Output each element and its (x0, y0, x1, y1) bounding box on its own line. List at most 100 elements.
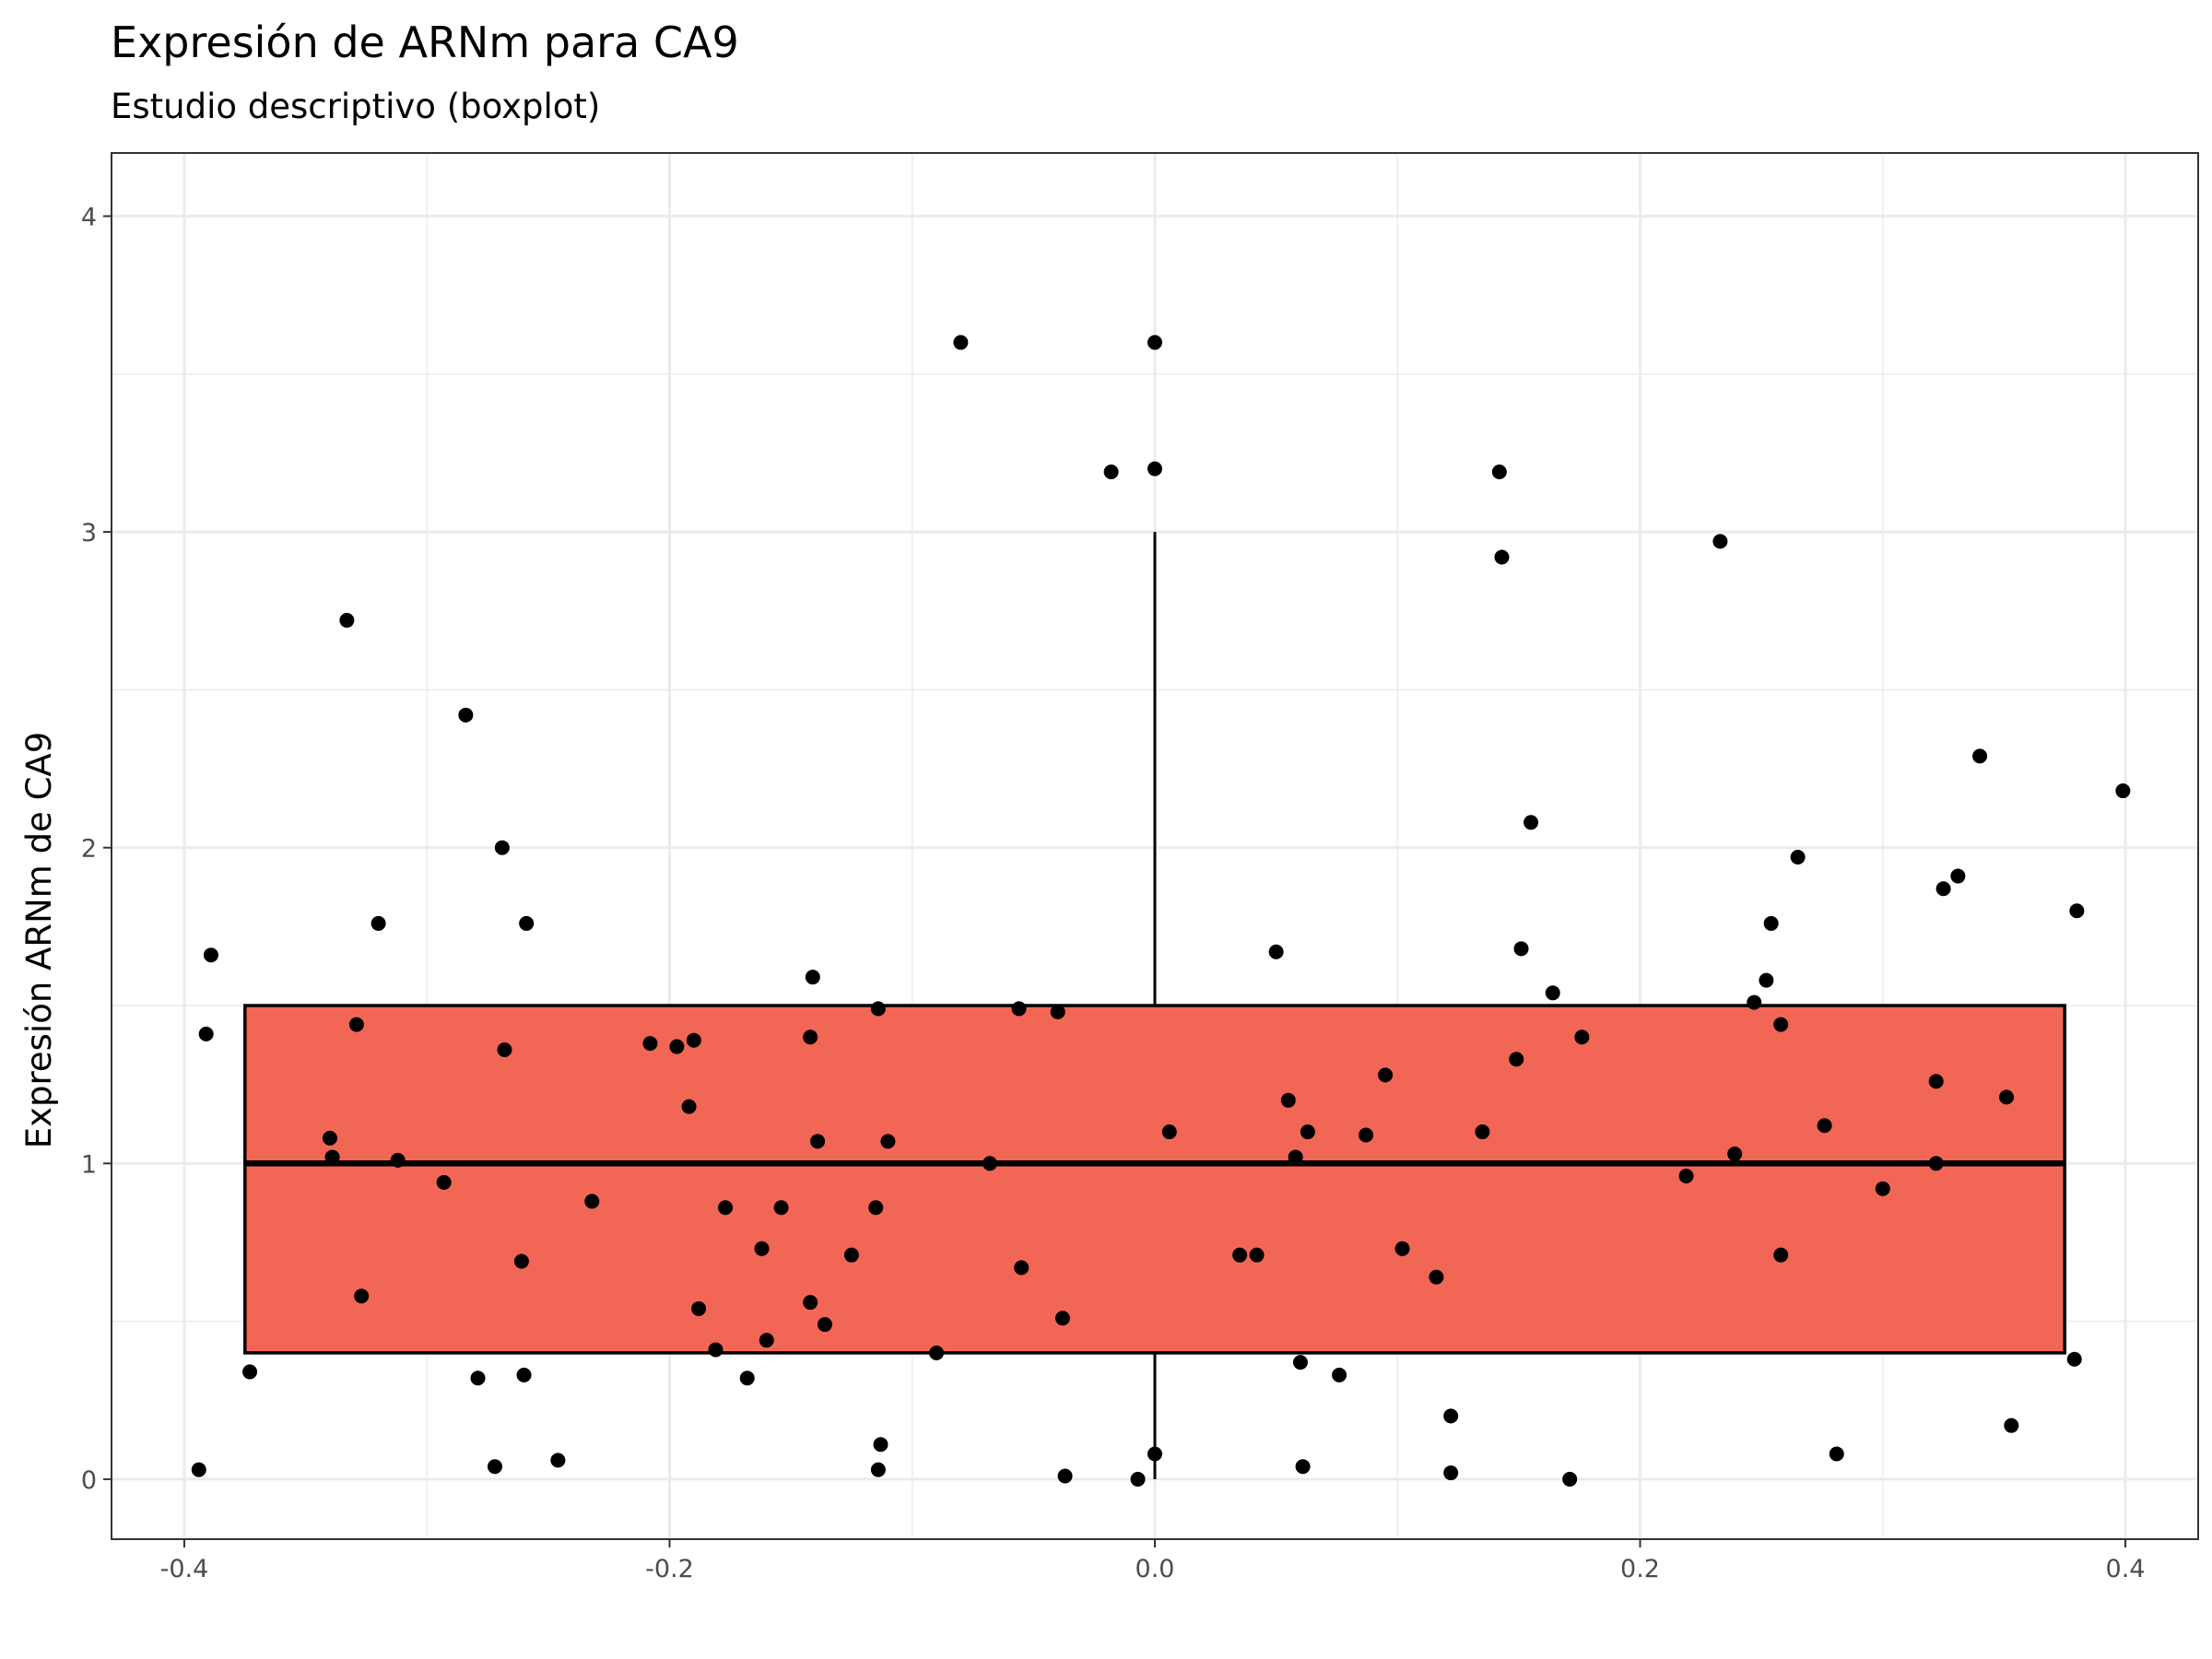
data-point (1747, 994, 1762, 1010)
data-point (805, 970, 820, 985)
data-point (458, 707, 474, 723)
data-point (1491, 465, 1507, 480)
data-point (1268, 944, 1284, 959)
data-point (953, 335, 969, 350)
x-tick-label: -0.2 (645, 1555, 694, 1583)
data-point (1359, 1127, 1374, 1143)
data-point (494, 840, 510, 855)
data-point (1829, 1446, 1844, 1462)
data-point (1875, 1181, 1890, 1196)
x-tick-label: 0.4 (2106, 1555, 2146, 1583)
data-point (1475, 1124, 1490, 1140)
data-point (354, 1288, 370, 1304)
data-point (324, 1149, 340, 1165)
data-point (2115, 783, 2131, 799)
data-point (1014, 1260, 1030, 1276)
data-point (1494, 549, 1510, 565)
data-point (803, 1030, 818, 1045)
data-point (1509, 1052, 1524, 1067)
data-point (739, 1371, 755, 1386)
data-point (2066, 1351, 2082, 1367)
data-point (1574, 1030, 1590, 1045)
data-point (1773, 1017, 1789, 1032)
data-point (1972, 748, 1988, 764)
data-point (1054, 1311, 1070, 1326)
data-point (1280, 1092, 1296, 1108)
data-point (2069, 903, 2085, 919)
data-point (371, 915, 386, 931)
data-point (1429, 1269, 1444, 1285)
data-point (843, 1247, 859, 1263)
data-point (873, 1437, 888, 1453)
data-point (348, 1017, 364, 1032)
data-point (198, 1026, 214, 1041)
data-point (339, 613, 355, 629)
y-axis-label: Expresión ARNm de CA9 (19, 732, 59, 1149)
data-point (982, 1156, 997, 1171)
data-point (513, 1253, 529, 1269)
data-point (1103, 465, 1119, 480)
data-point (1763, 915, 1779, 931)
data-point (1712, 534, 1728, 549)
data-point (1443, 1465, 1459, 1481)
data-point (497, 1041, 512, 1057)
data-point (868, 1200, 884, 1216)
data-point (1928, 1074, 1944, 1089)
data-point (1545, 985, 1560, 1001)
y-tick-label: 2 (81, 835, 97, 864)
data-point (1936, 881, 1951, 897)
data-point (1678, 1169, 1694, 1184)
data-point (1562, 1471, 1578, 1487)
data-point (1249, 1247, 1265, 1263)
data-point (810, 1134, 826, 1149)
data-point (1727, 1147, 1743, 1162)
data-point (1011, 1001, 1027, 1017)
data-point (759, 1333, 774, 1348)
data-point (870, 1462, 886, 1477)
data-point (773, 1200, 789, 1216)
data-point (1295, 1459, 1311, 1475)
data-point (1790, 849, 1806, 865)
data-point (1288, 1149, 1303, 1165)
data-point (550, 1453, 566, 1468)
y-axis: 0 1 2 3 4 (81, 204, 112, 1495)
data-point (681, 1099, 697, 1114)
data-point (929, 1345, 945, 1360)
data-point (470, 1371, 486, 1386)
data-point (686, 1032, 701, 1048)
data-point (1950, 868, 1966, 884)
data-point (754, 1241, 770, 1256)
data-point (1524, 815, 1539, 830)
data-point (1057, 1468, 1073, 1484)
data-point (1292, 1355, 1308, 1371)
data-point (1232, 1247, 1248, 1263)
data-point (1050, 1004, 1065, 1019)
data-point (203, 947, 218, 963)
x-tick-label: 0.0 (1135, 1555, 1175, 1583)
x-tick-label: -0.4 (160, 1555, 209, 1583)
data-point (1130, 1471, 1146, 1487)
data-point (390, 1152, 406, 1168)
data-point (1443, 1408, 1459, 1424)
data-point (191, 1462, 206, 1477)
data-point (669, 1039, 685, 1054)
data-point (487, 1459, 502, 1475)
y-tick-label: 1 (81, 1150, 97, 1179)
data-point (1332, 1367, 1347, 1382)
data-point (1161, 1124, 1177, 1140)
data-point (322, 1130, 337, 1146)
data-point (880, 1134, 896, 1149)
data-point (1759, 972, 1774, 988)
data-point (1147, 335, 1162, 350)
box-iqr (243, 1004, 2066, 1355)
data-point (1513, 941, 1529, 957)
data-point (436, 1174, 452, 1190)
data-point (1300, 1124, 1315, 1140)
data-points (191, 335, 2131, 1487)
y-tick-label: 0 (81, 1466, 97, 1495)
data-point (1817, 1118, 1832, 1134)
data-point (803, 1295, 818, 1311)
data-point (2004, 1418, 2019, 1433)
data-point (642, 1036, 658, 1052)
